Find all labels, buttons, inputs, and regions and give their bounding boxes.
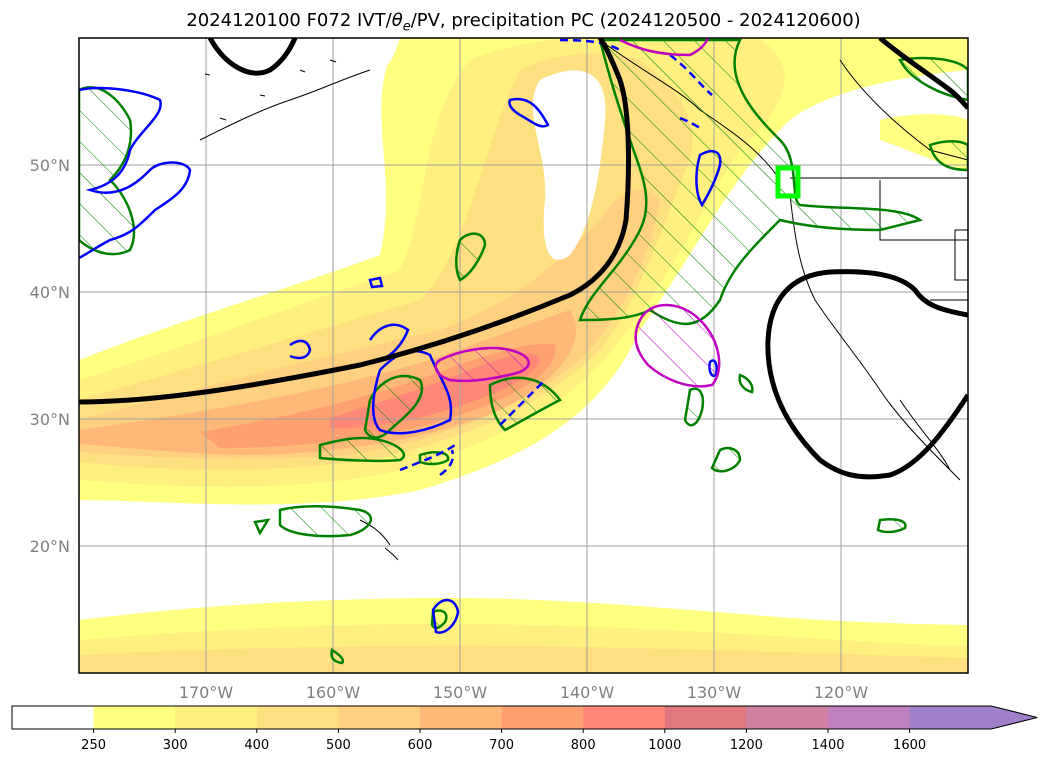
blue-contours — [79, 38, 722, 634]
lat-label-30n: 30°N — [30, 410, 70, 429]
colorbar-segment — [338, 706, 421, 729]
lat-label-20n: 20°N — [30, 537, 70, 556]
colorbar-tick-label: 300 — [163, 738, 188, 753]
map-panel — [79, 38, 968, 673]
colorbar-segment — [501, 706, 584, 729]
colorbar-tick-label: 1200 — [730, 738, 763, 753]
magenta-contours — [434, 38, 721, 388]
colorbar-segment — [256, 706, 339, 729]
lon-label-170w: 170°W — [179, 683, 234, 702]
colorbar-segment — [746, 706, 829, 729]
coastlines — [199, 39, 968, 561]
lat-label-40n: 40°N — [30, 283, 70, 302]
theta-e-contours — [79, 38, 968, 480]
colorbar-segment — [828, 706, 911, 729]
latitude-labels: 50°N 40°N 30°N 20°N — [30, 156, 70, 556]
title-suffix: /PV, precipitation PC (2024120500 - 2024… — [410, 10, 861, 31]
colorbar-tick-label: 1600 — [893, 738, 926, 753]
lon-label-140w: 140°W — [560, 683, 615, 702]
colorbar-segment — [583, 706, 666, 729]
colorbar-tick-label: 700 — [489, 738, 514, 753]
colorbar: 250 300 400 500 600 700 800 1000 1200 1400 1600 — [11, 705, 1038, 753]
colorbar-segment — [420, 706, 503, 729]
map-frame — [78, 37, 969, 674]
colorbar-tick-label: 1000 — [648, 738, 681, 753]
lon-label-120w: 120°W — [814, 683, 869, 702]
colorbar-segment — [175, 706, 258, 729]
title-prefix: 2024120100 F072 IVT/ — [186, 10, 392, 31]
lon-label-130w: 130°W — [687, 683, 742, 702]
colorbar-outline — [11, 705, 1038, 730]
lat-label-50n: 50°N — [30, 156, 70, 175]
colorbar-tick-label: 600 — [408, 738, 433, 753]
green-hatched-regions — [79, 38, 968, 665]
colorbar-tick-label: 250 — [81, 738, 106, 753]
lon-label-150w: 150°W — [433, 683, 488, 702]
target-box — [775, 165, 801, 199]
colorbar-tick-label: 1400 — [811, 738, 844, 753]
colorbar-segment — [664, 706, 747, 729]
longitude-labels: 170°W 160°W 150°W 140°W 130°W 120°W — [179, 683, 869, 702]
colorbar-segment — [12, 706, 95, 729]
map-title: 2024120100 F072 IVT/θe/PV, precipitation… — [0, 10, 1047, 35]
colorbar-tick-label: 500 — [326, 738, 351, 753]
colorbar-segment — [93, 706, 176, 729]
colorbar-extend-arrow — [909, 706, 1038, 729]
colorbar-tick-label: 800 — [571, 738, 596, 753]
title-theta-sub: e — [402, 19, 411, 35]
colorbar-tick-label: 400 — [244, 738, 269, 753]
title-theta: θ — [391, 10, 403, 31]
lon-label-160w: 160°W — [306, 683, 361, 702]
